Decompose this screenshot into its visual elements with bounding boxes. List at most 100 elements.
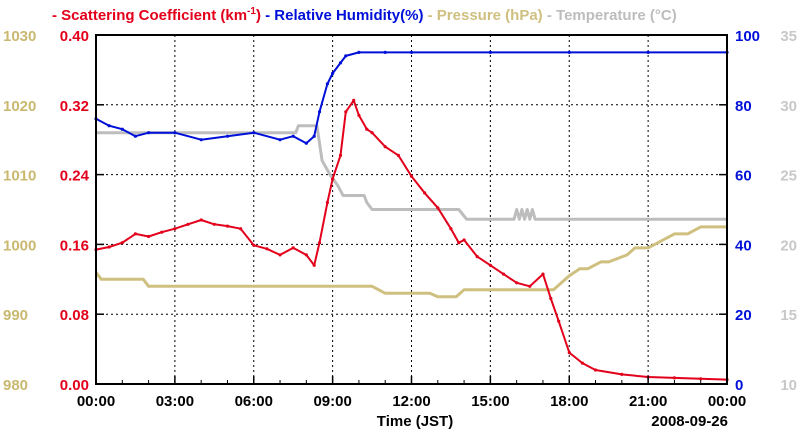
chart-legend: - Scattering Coefficient (km-1) - Relati… (52, 6, 677, 24)
series-0-point-30 (423, 191, 427, 195)
series-0-point-28 (396, 153, 400, 157)
series-0-point-27 (383, 145, 387, 149)
pressure-tick-label-2: 1000 (3, 237, 36, 254)
pressure-tick-label-5: 1030 (3, 28, 36, 45)
scattering-tick-label-3: 0.24 (60, 168, 90, 185)
x-tick-label-3: 09:00 (313, 393, 351, 410)
pressure-tick-label-0: 980 (3, 377, 28, 394)
series-0-point-49 (699, 377, 703, 381)
series-0-point-45 (593, 368, 598, 372)
humidity-tick-label-3: 60 (735, 168, 752, 185)
series-0-point-33 (457, 241, 461, 245)
scattering-tick-label-1: 0.08 (60, 307, 89, 324)
legend-part-5: - Temperature (°C) (543, 7, 677, 24)
axes-layer: 98099010001010102010300.000.080.160.240.… (3, 28, 797, 410)
pressure-tick-label-3: 1010 (3, 168, 36, 185)
temperature-tick-label-5: 35 (780, 28, 797, 45)
series-0-point-43 (567, 351, 571, 355)
series-0-point-37 (501, 272, 506, 276)
series-0-point-11 (239, 227, 243, 231)
scattering-tick-label-5: 0.40 (60, 28, 89, 45)
series-0-point-19 (325, 200, 329, 205)
series-1-point-3 (133, 134, 137, 138)
series-0-point-6 (173, 227, 177, 231)
scattering-tick-label-4: 0.32 (60, 98, 89, 115)
legend-part-1: -1 (247, 6, 256, 17)
humidity-tick-label-5: 100 (735, 28, 760, 45)
series-0-point-14 (278, 253, 282, 257)
x-tick-label-5: 15:00 (471, 393, 509, 410)
humidity-tick-label-2: 40 (735, 237, 752, 254)
series-0-point-46 (620, 372, 624, 376)
series-0-point-4 (147, 234, 151, 239)
pressure-tick-label-4: 1020 (3, 98, 36, 115)
legend-part-0: - Scattering Coefficient (km (52, 7, 247, 24)
series-0-point-1 (107, 245, 111, 249)
series-1-point-23 (646, 50, 650, 55)
series-0-point-26 (370, 131, 374, 135)
series-0-point-17 (312, 263, 316, 267)
temperature-tick-label-4: 30 (780, 98, 797, 115)
humidity-tick-label-4: 80 (735, 98, 752, 115)
series-0-point-5 (160, 230, 164, 234)
series-0-point-44 (580, 361, 585, 365)
series-1-point-6 (199, 138, 203, 142)
series-0-point-48 (672, 376, 677, 380)
temperature-tick-label-3: 25 (780, 168, 797, 185)
pressure-tick-label-1: 990 (3, 307, 28, 324)
series-0-point-18 (317, 241, 322, 245)
series-1-point-17 (344, 54, 348, 58)
legend-part-2: ) (256, 7, 261, 24)
series-1-point-20 (409, 50, 414, 55)
x-tick-label-6: 18:00 (550, 393, 588, 410)
series-0-point-25 (365, 127, 369, 131)
x-tick-label-4: 12:00 (392, 393, 430, 410)
humidity-tick-label-1: 20 (735, 307, 752, 324)
series-1-point-14 (325, 82, 329, 86)
series-1-point-5 (173, 131, 177, 135)
x-tick-label-7: 21:00 (629, 393, 667, 410)
x-tick-label-0: 00:00 (77, 393, 115, 410)
series-line-2 (94, 225, 727, 299)
series-0-point-39 (528, 284, 532, 288)
series-1-point-1 (107, 124, 111, 128)
legend-part-4: - Pressure (hPa) (423, 7, 542, 24)
series-0-point-38 (515, 281, 519, 285)
temperature-tick-label-1: 15 (780, 307, 797, 324)
series-1-point-18 (357, 50, 361, 55)
series-0-point-29 (409, 174, 414, 178)
series-layer (94, 50, 729, 382)
series-0-point-22 (344, 110, 348, 114)
date-label: 2008-09-26 (651, 413, 728, 430)
series-1-point-15 (331, 71, 335, 75)
humidity-tick-label-0: 0 (735, 377, 743, 394)
series-0-point-9 (212, 222, 216, 226)
series-0-point-32 (449, 227, 453, 231)
series-1-point-13 (317, 110, 322, 114)
series-0-point-10 (225, 224, 230, 228)
series-0-point-13 (265, 247, 269, 251)
series-0-point-15 (291, 246, 295, 250)
x-tick-label-2: 06:00 (235, 393, 273, 410)
series-0-point-16 (304, 253, 308, 257)
series-0-point-3 (133, 232, 137, 236)
temperature-tick-label-2: 20 (780, 237, 797, 254)
series-1-point-2 (120, 127, 124, 131)
series-0-point-20 (331, 177, 335, 181)
series-0-point-41 (549, 296, 553, 301)
series-0-point-34 (462, 238, 466, 242)
series-0-point-23 (352, 98, 356, 102)
series-1-point-10 (291, 134, 295, 138)
series-0-point-24 (357, 113, 361, 117)
x-tick-label-8: 00:00 (708, 393, 746, 410)
scattering-tick-label-0: 0.00 (60, 377, 89, 394)
series-0-point-8 (199, 218, 203, 222)
series-1-point-22 (567, 50, 571, 55)
scattering-tick-label-2: 0.16 (60, 237, 89, 254)
series-0-point-35 (475, 255, 479, 259)
series-1-point-11 (304, 141, 308, 145)
series-0-point-7 (186, 222, 190, 226)
series-0-point-2 (120, 241, 124, 245)
series-1-point-7 (225, 134, 230, 138)
